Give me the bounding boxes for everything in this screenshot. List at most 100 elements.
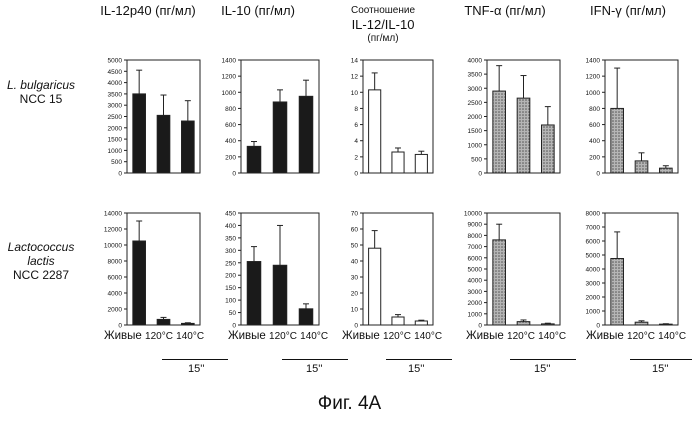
- bar-il12-r2-2: [182, 323, 195, 325]
- tick-label-il12-r2-4: 8000: [108, 259, 123, 266]
- time-label-4: 15'': [534, 363, 550, 375]
- tick-label-il12-r2-3: 6000: [108, 275, 123, 282]
- tick-label-il10-r1-0: 0: [232, 171, 236, 178]
- panel-ratio-r2: 010203040506070: [351, 211, 433, 330]
- tick-label-tnf-r2-9: 9000: [468, 222, 483, 229]
- tick-label-il10-r2-6: 300: [225, 248, 236, 255]
- bar-ratio-r2-1: [392, 317, 404, 325]
- xlabels-col5: Живые 120°C 140°C: [586, 330, 686, 342]
- xlabels-col4: Живые 120°C 140°C: [466, 330, 566, 342]
- bar-ifn-r1-2: [660, 168, 673, 173]
- time-line-4: [510, 359, 576, 360]
- tick-label-il10-r1-2: 400: [225, 138, 236, 145]
- tick-label-ifn-r2-5: 5000: [586, 253, 601, 260]
- time-label-3: 15'': [408, 363, 424, 375]
- xlabels-col2: Живые 120°C 140°C: [228, 330, 328, 342]
- xlabel-140-2: 140°C: [300, 331, 328, 342]
- time-line-2: [282, 359, 348, 360]
- bar-tnf-r1-0: [493, 91, 506, 173]
- xlabel-live-2: Живые: [228, 330, 266, 342]
- tick-label-ratio-r1-5: 10: [351, 90, 359, 97]
- tick-label-il10-r2-5: 250: [225, 260, 236, 267]
- tick-label-tnf-r1-5: 2500: [468, 100, 483, 107]
- tick-label-il10-r2-4: 200: [225, 273, 236, 280]
- tick-label-ifn-r2-3: 3000: [586, 281, 601, 288]
- tick-label-il12-r1-4: 2000: [108, 125, 123, 132]
- tick-label-tnf-r1-4: 2000: [468, 114, 483, 121]
- bar-tnf-r2-1: [517, 322, 530, 325]
- tick-label-il12-r2-5: 10000: [104, 243, 122, 250]
- panel-tnf-r1: 05001000150020002500300035004000: [468, 58, 560, 178]
- tick-label-il12-r1-7: 3500: [108, 91, 123, 98]
- tick-label-ratio-r1-0: 0: [354, 171, 358, 178]
- tick-label-tnf-r2-1: 1000: [468, 311, 483, 318]
- panel-il10-r2: 050100150200250300350400450: [225, 211, 319, 330]
- panel-il12-r1: 0500100015002000250030003500400045005000: [108, 58, 200, 178]
- tick-label-il12-r2-7: 14000: [104, 211, 122, 218]
- xlabel-120-1: 120°C: [145, 331, 173, 342]
- bar-il12-r2-1: [157, 319, 170, 325]
- xlabel-live-5: Живые: [586, 330, 624, 342]
- xlabel-120-4: 120°C: [507, 331, 535, 342]
- bar-tnf-r1-2: [542, 125, 555, 173]
- tick-label-tnf-r1-6: 3000: [468, 86, 483, 93]
- tick-label-ratio-r2-0: 0: [354, 323, 358, 330]
- xlabel-live-3: Живые: [342, 330, 380, 342]
- tick-label-ratio-r2-1: 10: [351, 307, 359, 314]
- panel-ifn-r1: 0200400600800100012001400: [586, 58, 678, 178]
- tick-label-ratio-r1-6: 12: [351, 74, 359, 81]
- time-label-2: 15'': [306, 363, 322, 375]
- tick-label-ifn-r2-7: 7000: [586, 225, 601, 232]
- tick-label-ifn-r2-2: 2000: [586, 295, 601, 302]
- tick-label-il10-r2-7: 350: [225, 235, 236, 242]
- tick-label-ratio-r2-7: 70: [351, 211, 359, 218]
- tick-label-il10-r2-8: 400: [225, 223, 236, 230]
- panel-ratio-r1: 02468101214: [351, 58, 433, 178]
- bar-il12-r2-0: [133, 241, 146, 325]
- figure-caption: Фиг. 4A: [0, 393, 699, 415]
- tick-label-ifn-r2-0: 0: [596, 323, 600, 330]
- bar-tnf-r2-0: [493, 240, 506, 325]
- tick-label-ifn-r1-6: 1200: [586, 74, 601, 81]
- tick-label-il10-r2-0: 0: [232, 323, 236, 330]
- tick-label-ratio-r2-3: 30: [351, 275, 359, 282]
- time-line-5: [630, 359, 692, 360]
- tick-label-ratio-r1-3: 6: [354, 122, 358, 129]
- xlabel-live-4: Живые: [466, 330, 504, 342]
- tick-label-il10-r1-5: 1000: [222, 90, 237, 97]
- tick-label-il10-r1-7: 1400: [222, 58, 237, 65]
- bar-ratio-r1-0: [369, 90, 381, 173]
- xlabel-120-3: 120°C: [383, 331, 411, 342]
- time-label-1: 15'': [188, 363, 204, 375]
- bar-il10-r2-0: [247, 262, 261, 325]
- bar-ratio-r1-1: [392, 152, 404, 173]
- bar-ifn-r2-1: [635, 322, 648, 325]
- tick-label-ratio-r2-2: 20: [351, 291, 359, 298]
- xlabels-col3: Живые 120°C 140°C: [342, 330, 442, 342]
- tick-label-ratio-r2-6: 60: [351, 227, 359, 234]
- tick-label-il10-r1-3: 600: [225, 122, 236, 129]
- xlabel-140-4: 140°C: [538, 331, 566, 342]
- tick-label-il12-r1-10: 5000: [108, 58, 123, 65]
- tick-label-tnf-r2-5: 5000: [468, 267, 483, 274]
- tick-label-ifn-r1-3: 600: [589, 122, 600, 129]
- time-label-5: 15'': [652, 363, 668, 375]
- xlabel-140-1: 140°C: [176, 331, 204, 342]
- bar-il10-r1-2: [299, 96, 313, 173]
- bar-ifn-r2-0: [611, 259, 624, 326]
- tick-label-ifn-r1-7: 1400: [586, 58, 601, 65]
- tick-label-il10-r1-6: 1200: [222, 74, 237, 81]
- tick-label-il10-r1-1: 200: [225, 154, 236, 161]
- bar-il10-r1-1: [273, 102, 287, 173]
- tick-label-il12-r1-2: 1000: [108, 148, 123, 155]
- tick-label-il10-r2-2: 100: [225, 298, 236, 305]
- tick-label-ifn-r1-2: 400: [589, 138, 600, 145]
- tick-label-ifn-r1-0: 0: [596, 171, 600, 178]
- tick-label-tnf-r2-2: 2000: [468, 300, 483, 307]
- tick-label-il12-r1-5: 2500: [108, 114, 123, 121]
- tick-label-il12-r1-0: 0: [118, 171, 122, 178]
- xlabel-120-2: 120°C: [269, 331, 297, 342]
- panel-ifn-r2: 010002000300040005000600070008000: [586, 211, 678, 330]
